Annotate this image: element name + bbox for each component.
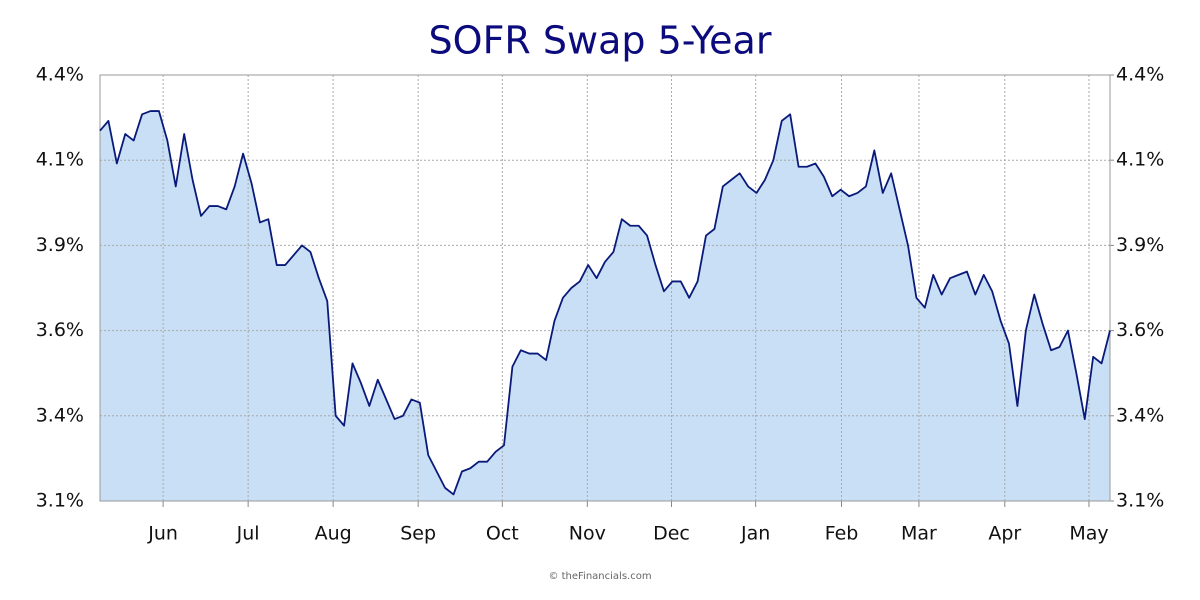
y-tick-label: 3.9% xyxy=(36,234,84,256)
x-tick-label: Nov xyxy=(569,523,606,545)
x-tick-label: Dec xyxy=(653,523,690,545)
x-tick-label: Mar xyxy=(901,523,937,545)
x-tick-label: Jun xyxy=(147,523,178,545)
y2-tick-label: 3.4% xyxy=(1116,404,1164,426)
y2-tick-label: 3.1% xyxy=(1116,490,1164,512)
y-tick-label: 3.6% xyxy=(36,319,84,341)
y2-tick-label: 3.6% xyxy=(1116,319,1164,341)
line xyxy=(99,110,1111,496)
source: © theFinancials.com xyxy=(548,571,651,582)
plot-border xyxy=(99,74,1111,502)
y2-tick-label: 4.1% xyxy=(1116,149,1164,171)
x-tick-label: Oct xyxy=(486,523,519,545)
x-tick-label: Sep xyxy=(400,523,436,545)
area xyxy=(100,111,1110,502)
y2-tick-label: 3.9% xyxy=(1116,234,1164,256)
y-tick-label: 4.4% xyxy=(36,64,84,86)
x-tick-label: May xyxy=(1069,523,1108,545)
y-tick-label: 4.1% xyxy=(36,149,84,171)
x-tick-label: Jul xyxy=(236,523,260,545)
x-tick-label: Apr xyxy=(988,523,1021,545)
x-tick-label: Aug xyxy=(315,523,352,545)
y-tick-label: 3.4% xyxy=(36,404,84,426)
x-tick-label: Feb xyxy=(825,523,859,545)
chart-title: SOFR Swap 5-Year xyxy=(429,19,772,63)
x-tick-label: Jan xyxy=(740,523,770,545)
y2-tick-label: 4.4% xyxy=(1116,64,1164,86)
y-tick-label: 3.1% xyxy=(36,490,84,512)
